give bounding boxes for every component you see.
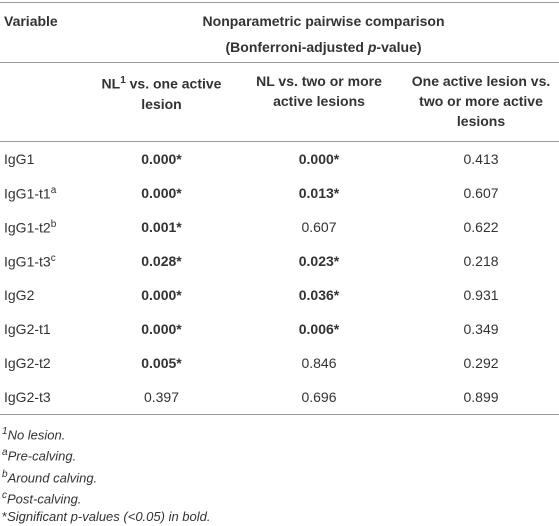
table-subtitle: (Bonferroni-adjusted p-value)	[88, 36, 559, 63]
column-header: NL1 vs. one active lesion	[88, 62, 235, 142]
footnotes: 1No lesion. aPre-calving. bAround calving.…	[0, 423, 559, 526]
footnote: bAround calving.	[2, 466, 559, 487]
p-value: 0.028*	[141, 253, 182, 269]
variable-name: IgG2-t1	[4, 321, 51, 337]
variable-header: Variable	[0, 2, 88, 63]
results-table: Variable Nonparametric pairwise comparis…	[0, 2, 559, 415]
variable-name: IgG1-t1	[4, 185, 51, 202]
table-body: IgG1 0.000* 0.000* 0.413 IgG1-t1a 0.000* 0.013…	[0, 142, 559, 415]
subtitle-italic: p	[367, 39, 377, 55]
superscript: b	[50, 218, 57, 230]
variable-name: IgG2-t3	[4, 389, 51, 405]
p-value: 0.846	[301, 355, 337, 371]
p-value: 0.000*	[141, 321, 182, 337]
p-value: 0.036*	[298, 287, 340, 303]
p-value: 0.607	[301, 219, 337, 235]
p-value: 0.899	[403, 380, 559, 415]
superscript: 1	[120, 75, 126, 86]
footnote-marker: b	[2, 468, 8, 480]
footnote-text: Pre-calving.	[7, 448, 77, 464]
table-row: IgG1 0.000* 0.000* 0.413	[0, 142, 559, 177]
footnote-marker: a	[2, 447, 8, 459]
spacer	[0, 62, 88, 142]
p-value: 0.292	[463, 355, 499, 371]
table-row: IgG1-t3c 0.028* 0.023* 0.218	[0, 244, 559, 278]
column-text: NL	[101, 75, 121, 92]
p-value: 0.000*	[141, 151, 182, 167]
p-value: 0.622	[463, 219, 499, 235]
footnote: cPost-calving.	[2, 487, 559, 508]
footnote: 1No lesion.	[2, 423, 559, 444]
p-value: 0.013*	[298, 185, 340, 201]
footnote-text: Post-calving.	[7, 491, 82, 507]
p-value: 0.001*	[141, 219, 182, 235]
footnote-marker: 1	[2, 426, 8, 437]
variable-cell: IgG2-t2	[0, 346, 88, 380]
table-title: Nonparametric pairwise comparison	[88, 2, 559, 36]
p-value: 0.000*	[141, 185, 182, 201]
table-row: IgG2-t2 0.005* 0.846 0.292	[0, 346, 559, 380]
variable-cell: IgG2	[0, 278, 88, 312]
variable-cell: IgG1-t3c	[0, 244, 88, 278]
column-header: One active lesion vs. two or more active…	[403, 62, 559, 142]
subtitle-text: (Bonferroni-adjusted	[225, 39, 368, 55]
variable-name: IgG2-t2	[4, 355, 51, 371]
table-row: IgG2 0.000* 0.036* 0.931	[0, 278, 559, 312]
p-value: 0.000*	[298, 151, 340, 167]
superscript: a	[50, 184, 57, 196]
column-header: NL vs. two or more active lesions	[235, 62, 403, 142]
subtitle-text: -value)	[376, 39, 422, 55]
table-row: IgG1-t2b 0.001* 0.607 0.622	[0, 210, 559, 244]
variable-name: IgG1	[4, 151, 35, 167]
variable-cell: IgG2-t3	[0, 380, 88, 415]
footnote: *Significant p-values (<0.05) in bold.	[2, 508, 559, 526]
footnote: aPre-calving.	[2, 444, 559, 465]
variable-cell: IgG1-t2b	[0, 210, 88, 244]
p-value: 0.349	[463, 321, 499, 337]
p-value: 0.023*	[298, 253, 340, 269]
variable-name: IgG1-t3	[4, 253, 51, 270]
variable-cell: IgG1	[0, 142, 88, 177]
p-value: 0.397	[88, 380, 235, 415]
p-value: 0.413	[463, 151, 499, 167]
superscript: c	[50, 252, 56, 264]
variable-name: IgG2	[4, 287, 35, 303]
variable-cell: IgG1-t1a	[0, 176, 88, 210]
p-value: 0.218	[463, 253, 499, 269]
variable-name: IgG1-t2	[4, 219, 51, 236]
p-value: 0.931	[463, 287, 499, 303]
p-value: 0.005*	[141, 355, 182, 371]
p-value: 0.006*	[298, 321, 340, 337]
variable-cell: IgG2-t1	[0, 312, 88, 346]
table-row: IgG2-t3 0.397 0.696 0.899	[0, 380, 559, 415]
p-value: 0.000*	[141, 287, 182, 303]
column-text: vs. one active lesion	[125, 75, 222, 112]
footnote-text: Significant p-values (<0.05) in bold.	[7, 509, 211, 525]
p-value: 0.696	[235, 380, 403, 415]
footnote-text: No lesion.	[7, 427, 66, 443]
p-value: 0.607	[463, 185, 499, 201]
footnote-text: Around calving.	[7, 469, 98, 485]
table-row: IgG2-t1 0.000* 0.006* 0.349	[0, 312, 559, 346]
table-row: IgG1-t1a 0.000* 0.013* 0.607	[0, 176, 559, 210]
